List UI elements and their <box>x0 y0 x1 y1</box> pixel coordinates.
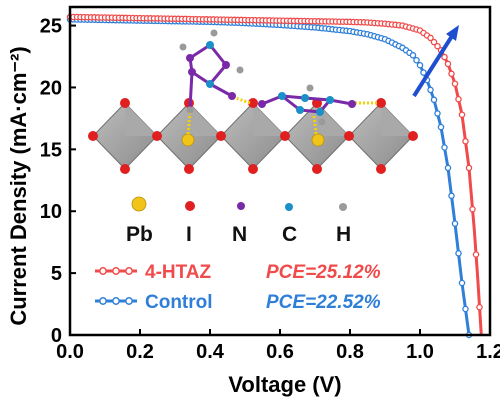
series-4-htaz <box>66 13 483 336</box>
data-point <box>448 70 455 78</box>
x-tick-label: 1.2 <box>476 341 500 363</box>
improvement-arrow <box>412 25 459 98</box>
legend-label-control: Control <box>145 292 213 313</box>
data-point <box>427 34 434 42</box>
data-point <box>434 42 441 50</box>
data-point <box>434 110 441 117</box>
y-tick-label: 15 <box>40 139 62 161</box>
data-point <box>462 305 469 313</box>
c-label: C <box>282 223 297 246</box>
pb-label: Pb <box>126 223 153 246</box>
perovskite-structure-inset: Pb I N C H <box>88 29 418 246</box>
i-label: I <box>186 223 192 246</box>
data-point <box>465 164 473 172</box>
data-point <box>420 69 427 76</box>
data-point <box>476 303 483 311</box>
interaction-bonds <box>186 95 378 135</box>
y-tick-label: 20 <box>40 77 62 99</box>
x-tick-label: 0.2 <box>126 341 154 363</box>
data-series <box>66 13 483 339</box>
legend-item-control: Control PCE=22.52% <box>95 292 381 313</box>
data-point <box>430 38 438 46</box>
y-tick-label: 0 <box>51 325 62 347</box>
data-point <box>427 86 434 94</box>
data-point <box>455 95 462 103</box>
x-tick-label: 0.4 <box>196 341 225 363</box>
data-point <box>444 164 452 172</box>
data-point <box>458 279 466 287</box>
legend: 4-HTAZ PCE=25.12% Control PCE=22.52% <box>95 262 381 313</box>
data-point <box>451 80 459 87</box>
y-axis-label: Current Density (mA·cm⁻²) <box>6 46 31 325</box>
x-tick-label: 0.6 <box>266 341 294 363</box>
data-point <box>451 220 459 227</box>
y-tick-label: 25 <box>40 16 62 38</box>
x-tick-label: 0.8 <box>336 341 364 363</box>
n-label: N <box>232 223 247 246</box>
data-point <box>441 53 448 61</box>
legend-item-4-htaz: 4-HTAZ PCE=25.12% <box>95 262 381 283</box>
data-point <box>430 96 438 104</box>
series-line <box>69 17 471 336</box>
element-key: Pb I N C H <box>126 196 351 246</box>
data-point <box>462 138 469 145</box>
pce-4-htaz: PCE=25.12% <box>266 262 381 283</box>
data-point <box>413 56 420 64</box>
x-tick-label: 1.0 <box>406 341 434 363</box>
lead-atoms <box>181 133 325 147</box>
pce-control: PCE=22.52% <box>266 292 381 313</box>
data-point <box>437 123 445 131</box>
data-point <box>455 250 462 257</box>
y-tick-label: 5 <box>51 263 62 285</box>
data-point <box>458 111 466 118</box>
legend-label-4-htaz: 4-HTAZ <box>145 262 212 283</box>
data-point <box>448 192 455 200</box>
data-point <box>469 205 476 213</box>
data-point <box>472 251 480 258</box>
octahedra <box>92 102 414 170</box>
plot-frame <box>68 5 492 337</box>
x-ticks: 0.0 0.2 0.4 0.6 0.8 1.0 1.2 <box>56 329 500 363</box>
x-tick-label: 0.0 <box>56 341 84 363</box>
y-ticks: 0 5 10 15 20 25 <box>40 16 76 347</box>
series-control <box>66 16 473 339</box>
h-label: H <box>336 223 351 246</box>
data-point <box>416 61 424 69</box>
triazole-molecule <box>179 29 244 114</box>
y-tick-label: 10 <box>40 201 62 223</box>
x-axis-label: Voltage (V) <box>228 372 341 397</box>
data-point <box>444 60 452 68</box>
data-point <box>409 52 417 59</box>
data-point <box>441 144 448 151</box>
ring-molecule <box>258 84 356 126</box>
